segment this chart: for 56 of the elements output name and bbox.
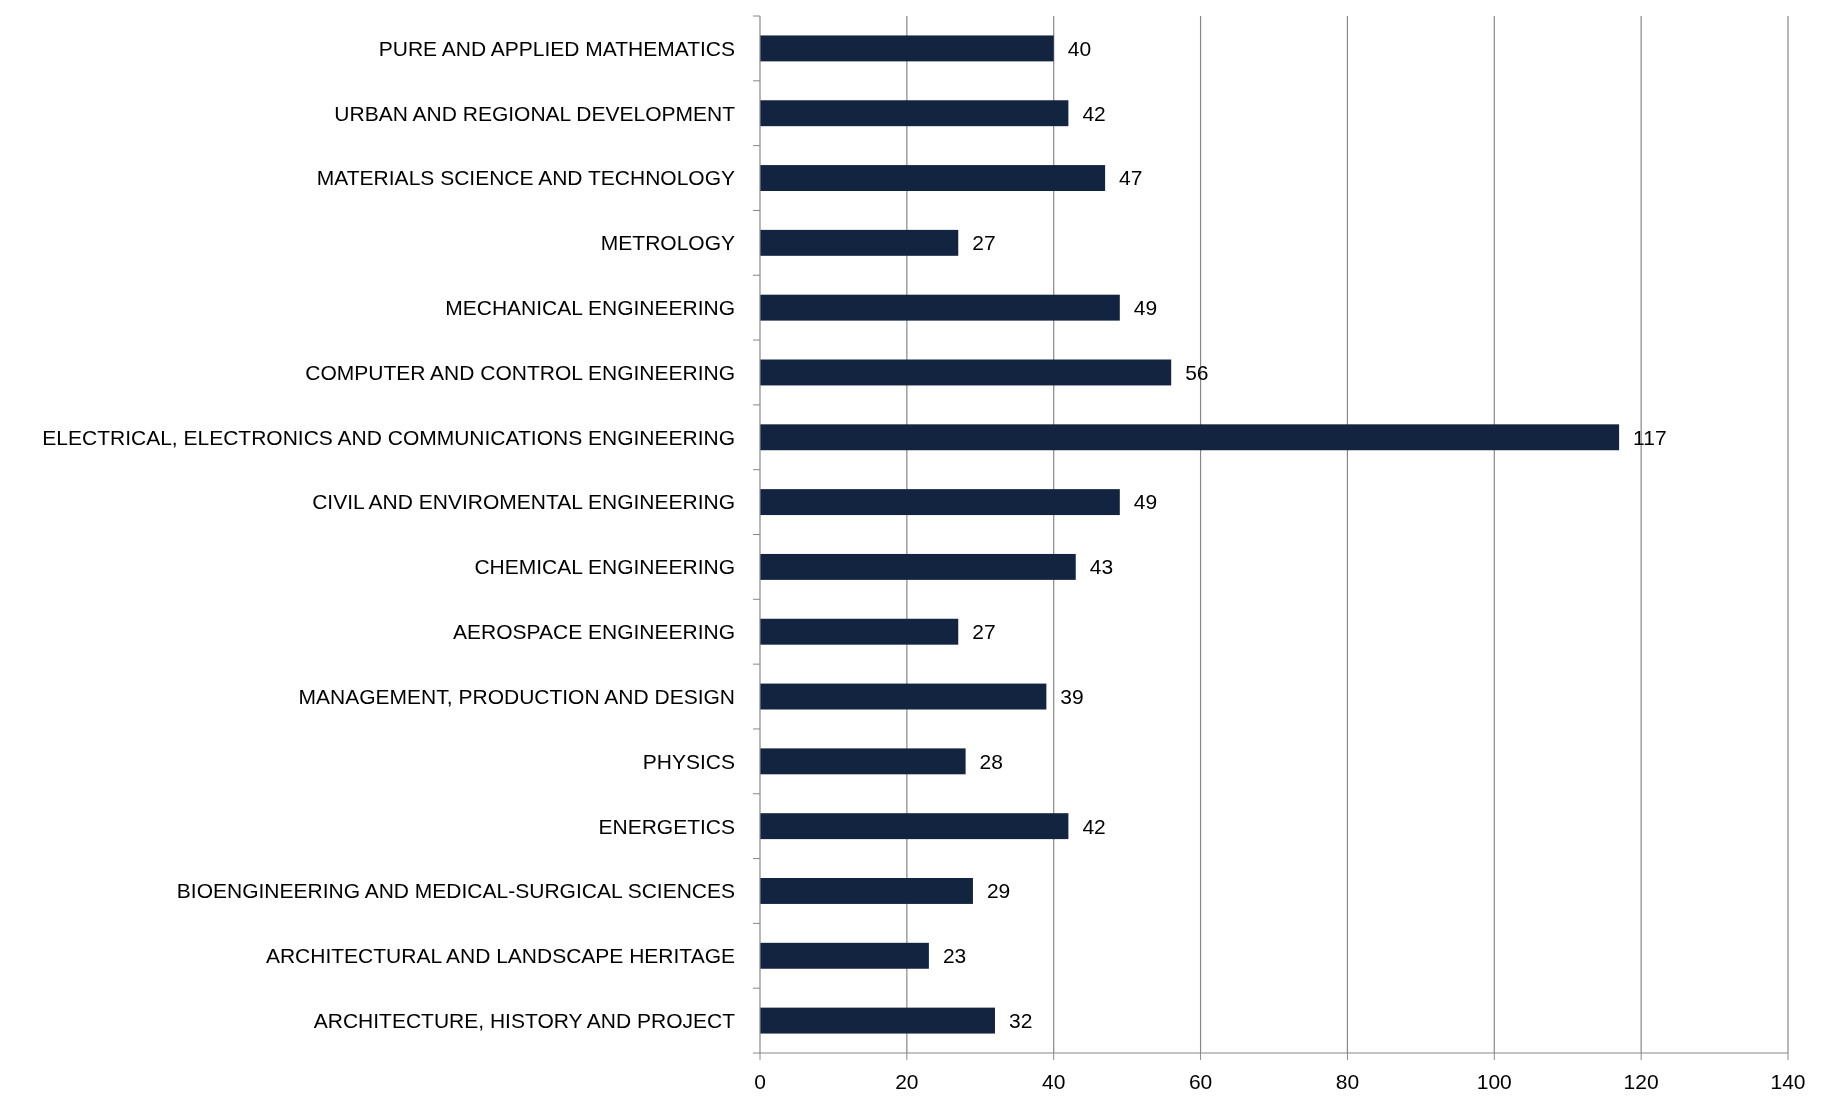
x-tick-label: 40 [1042, 1070, 1066, 1093]
x-tick-label: 60 [1188, 1070, 1213, 1093]
data-label: 42 [1082, 101, 1106, 125]
bar [760, 229, 959, 256]
y-tick-label: PHYSICS [642, 749, 735, 773]
data-label: 42 [1082, 814, 1106, 838]
bar [760, 748, 966, 775]
x-tick-label: 100 [1476, 1070, 1512, 1093]
x-tick-label: 120 [1623, 1070, 1659, 1093]
bar [760, 683, 1047, 710]
bar [760, 878, 973, 904]
data-label: 29 [986, 879, 1011, 903]
data-label: 117 [1633, 425, 1667, 449]
y-tick-label: PURE AND APPLIED MATHEMATICS [378, 36, 735, 60]
y-tick-label: METROLOGY [600, 231, 735, 255]
y-tick-label: AEROSPACE ENGINEERING [452, 620, 735, 644]
x-tick-label: 20 [895, 1070, 919, 1093]
data-label: 49 [1133, 296, 1158, 320]
y-tick-label: COMPUTER AND CONTROL ENGINEERING [305, 360, 735, 384]
y-tick-label: URBAN AND REGIONAL DEVELOPMENT [334, 101, 736, 125]
data-label: 23 [942, 944, 967, 968]
bar [760, 424, 1620, 451]
data-label: 27 [972, 620, 996, 644]
bar [760, 1007, 995, 1034]
bar [760, 294, 1120, 321]
data-label: 28 [979, 749, 1003, 773]
data-label: 49 [1133, 490, 1158, 514]
data-label: 43 [1089, 555, 1114, 579]
data-label: 27 [972, 231, 996, 255]
x-tick-label: 80 [1335, 1070, 1360, 1093]
bar [760, 359, 1172, 386]
bar [760, 100, 1069, 127]
bar [760, 165, 1106, 191]
x-tick-label: 140 [1770, 1070, 1806, 1093]
y-tick-label: MECHANICAL ENGINEERING [445, 296, 735, 320]
y-tick-label: MANAGEMENT, PRODUCTION AND DESIGN [298, 684, 735, 708]
y-tick-label: ENERGETICS [598, 814, 735, 838]
bar [760, 618, 959, 645]
bar [760, 553, 1076, 580]
data-label: 39 [1060, 684, 1084, 708]
bar [760, 35, 1054, 62]
bar [760, 489, 1120, 516]
y-tick-label: CIVIL AND ENVIROMENTAL ENGINEERING [312, 490, 735, 514]
data-label: 47 [1119, 166, 1143, 190]
data-label: 56 [1185, 360, 1209, 384]
data-label: 32 [1008, 1008, 1033, 1032]
y-tick-label: CHEMICAL ENGINEERING [474, 555, 735, 579]
bar [760, 813, 1069, 840]
bar [760, 942, 929, 969]
y-tick-label: MATERIALS SCIENCE AND TECHNOLOGY [316, 166, 735, 190]
data-label: 40 [1067, 36, 1092, 60]
y-tick-label: ELECTRICAL, ELECTRONICS AND COMMUNICATIONS ENGINEERING [42, 425, 735, 449]
y-tick-label: BIOENGINEERING AND MEDICAL-SURGICAL SCIENCES [176, 879, 735, 903]
x-tick-label: 0 [754, 1070, 766, 1093]
y-tick-label: ARCHITECTURAL AND LANDSCAPE HERITAGE [265, 944, 735, 968]
y-tick-label: ARCHITECTURE, HISTORY AND PROJECT [313, 1008, 736, 1032]
